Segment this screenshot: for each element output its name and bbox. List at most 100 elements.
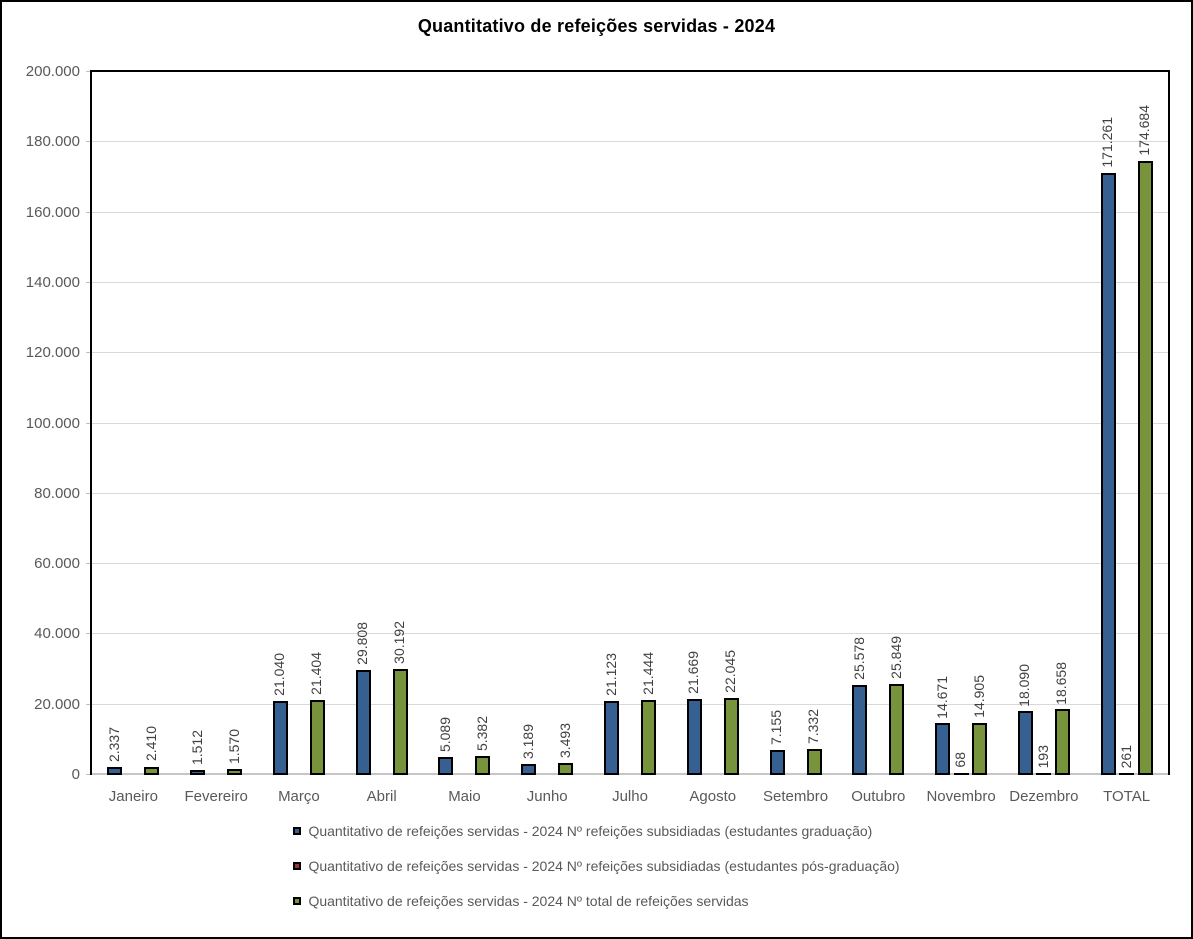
legend-marker-icon xyxy=(293,862,302,870)
bar-value-label: 21.404 xyxy=(308,651,325,695)
category-label: Maio xyxy=(448,788,481,805)
gridline xyxy=(92,563,1168,565)
y-axis-tick xyxy=(86,71,92,72)
category-label: Dezembro xyxy=(1009,788,1079,805)
bar-series1-7 xyxy=(686,698,702,775)
gridline xyxy=(92,633,1168,635)
bar-series3-2 xyxy=(309,699,325,775)
bar-value-label: 3.493 xyxy=(556,722,573,758)
bar-value-label: 261 xyxy=(1117,744,1134,768)
bar-series3-1 xyxy=(227,769,243,775)
legend-label: Quantitativo de refeições servidas - 202… xyxy=(308,893,749,909)
bar-value-label: 7.155 xyxy=(768,709,785,745)
bar-value-label: 18.090 xyxy=(1016,663,1033,707)
legend-label: Quantitativo de refeições servidas - 202… xyxy=(308,858,900,874)
bar-series1-12 xyxy=(1100,173,1116,775)
legend-label: Quantitativo de refeições servidas - 202… xyxy=(308,823,873,839)
bar-series2-12 xyxy=(1119,773,1135,775)
bar-series1-10 xyxy=(935,723,951,775)
bar-series1-5 xyxy=(521,763,537,775)
chart-title: Quantitativo de refeições servidas - 202… xyxy=(417,16,776,36)
bar-value-label: 14.671 xyxy=(933,675,950,719)
gridline xyxy=(92,352,1168,354)
bar-value-label: 25.578 xyxy=(850,637,867,681)
y-axis-label: 60.000 xyxy=(34,555,80,573)
y-axis-label: 200.000 xyxy=(25,63,80,80)
y-axis-label: 180.000 xyxy=(25,133,80,151)
bar-value-label: 68 xyxy=(952,752,969,768)
y-axis-label: 0 xyxy=(71,766,80,783)
bar-value-label: 1.512 xyxy=(188,729,205,765)
bar-series3-4 xyxy=(475,756,491,775)
y-axis-tick xyxy=(86,211,92,213)
category-label: Junho xyxy=(526,788,568,805)
bar-value-label: 174.684 xyxy=(1136,105,1153,156)
bar-series3-10 xyxy=(972,722,988,775)
category-label: Novembro xyxy=(926,788,996,805)
category-label: Outubro xyxy=(851,788,906,805)
gridline xyxy=(92,422,1168,424)
bar-series1-6 xyxy=(604,700,619,775)
bar-series2-11 xyxy=(1036,773,1052,775)
bar-series3-0 xyxy=(144,766,160,775)
bar-series3-3 xyxy=(392,668,408,775)
x-axis-line xyxy=(92,773,1168,775)
bar-value-label: 171.261 xyxy=(1099,117,1116,169)
bar-series1-8 xyxy=(769,749,785,775)
bar-value-label: 22.045 xyxy=(722,649,739,693)
legend: Quantitativo de refeições servidas - 202… xyxy=(0,823,1193,909)
category-label: Fevereiro xyxy=(184,788,248,805)
y-axis-label: 40.000 xyxy=(34,625,80,643)
y-axis-tick xyxy=(86,563,92,565)
bar-value-label: 25.849 xyxy=(887,636,904,680)
bar-series3-7 xyxy=(723,697,739,775)
y-axis-label: 140.000 xyxy=(25,273,80,291)
legend-marker-icon xyxy=(293,897,302,905)
bar-value-label: 2.410 xyxy=(142,726,159,762)
legend-items: Quantitativo de refeições servidas - 202… xyxy=(293,823,900,909)
category-label: Março xyxy=(278,788,320,805)
y-axis-label: 20.000 xyxy=(34,695,80,713)
y-axis-tick xyxy=(86,774,92,775)
y-axis-label: 100.000 xyxy=(25,414,80,432)
category-label: Janeiro xyxy=(108,788,158,805)
bar-value-label: 193 xyxy=(1034,744,1051,768)
bar-value-label: 7.332 xyxy=(805,709,822,745)
plot-area-border xyxy=(90,70,1170,775)
bar-value-label: 3.189 xyxy=(519,723,536,759)
bar-series2-10 xyxy=(953,773,969,775)
bar-value-label: 5.382 xyxy=(473,716,490,752)
bar-series1-1 xyxy=(190,769,206,775)
bar-series3-12 xyxy=(1137,160,1153,775)
bar-series1-0 xyxy=(107,766,123,775)
bar-series3-6 xyxy=(641,699,656,775)
bar-value-label: 29.808 xyxy=(354,622,371,666)
gridline xyxy=(92,141,1168,143)
gridline xyxy=(92,211,1168,213)
bar-value-label: 21.123 xyxy=(602,652,619,696)
bar-value-label: 2.337 xyxy=(105,726,122,762)
bar-series3-9 xyxy=(889,684,905,775)
y-axis-tick xyxy=(86,633,92,635)
legend-item: Quantitativo de refeições servidas - 202… xyxy=(293,823,872,839)
gridline xyxy=(92,703,1168,705)
legend-marker-icon xyxy=(293,827,302,835)
category-label: TOTAL xyxy=(1103,788,1151,805)
bar-series3-8 xyxy=(806,749,822,775)
bar-value-label: 21.040 xyxy=(271,653,288,697)
bar-series3-5 xyxy=(558,762,574,775)
y-axis-tick xyxy=(86,141,92,143)
bar-value-label: 14.905 xyxy=(970,674,987,718)
y-axis-label: 120.000 xyxy=(25,344,80,362)
bar-series3-11 xyxy=(1054,709,1070,775)
y-axis-tick xyxy=(86,352,92,354)
y-axis-label: 160.000 xyxy=(25,203,80,221)
y-axis-tick xyxy=(86,703,92,705)
category-label: Abril xyxy=(366,788,397,805)
bar-value-label: 18.658 xyxy=(1053,661,1070,705)
bar-series1-2 xyxy=(272,701,288,775)
bar-series1-9 xyxy=(852,685,868,775)
legend-item: Quantitativo de refeições servidas - 202… xyxy=(293,858,900,874)
category-label: Julho xyxy=(612,788,648,805)
bar-value-label: 21.444 xyxy=(639,651,656,695)
